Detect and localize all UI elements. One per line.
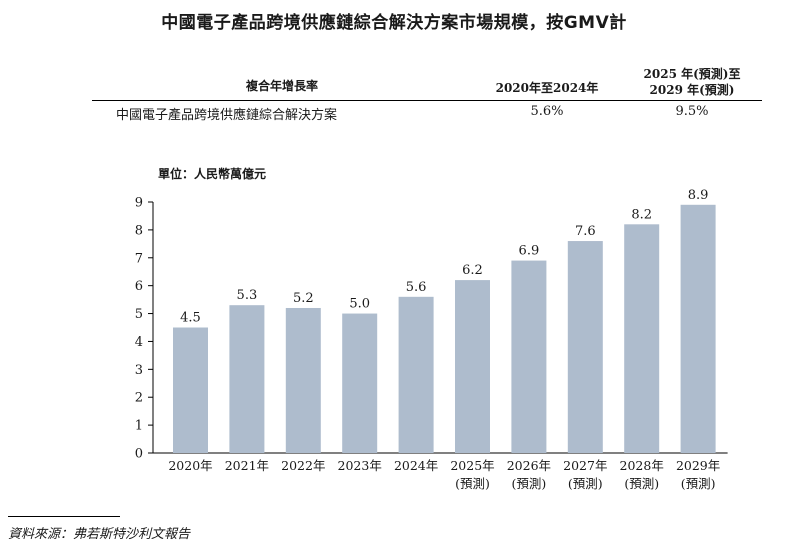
x-tick-label: 2028年: [620, 458, 664, 473]
bar-value-label: 5.2: [293, 291, 314, 306]
source-divider: [8, 516, 120, 517]
bar: [342, 313, 378, 453]
y-tick-label: 6: [135, 279, 143, 294]
y-tick-label: 4: [135, 335, 143, 350]
source-note: 資料來源：弗若斯特沙利文報告: [8, 527, 191, 542]
x-tick-label: 2021年: [225, 458, 269, 473]
bar: [511, 260, 547, 453]
unit-label: 單位：人民幣萬億元: [158, 167, 267, 181]
cagr-row-label: 中國電子產品跨境供應鏈綜合解決方案: [116, 108, 338, 123]
y-tick-label: 0: [135, 447, 143, 462]
cagr-table-header: 複合年增長率 2020年至2024年 2025 年(預測)至 2029 年(預測…: [92, 62, 762, 101]
bar-value-label: 5.0: [349, 297, 370, 312]
x-tick-label: 2026年: [507, 458, 551, 473]
bar-value-label: 8.2: [631, 207, 652, 222]
cagr-header-period-1: 2020年至2024年: [495, 81, 599, 95]
cagr-header-metric: 複合年增長率: [245, 79, 318, 93]
cagr-header-period-2-line-2: 2029 年(預測): [649, 83, 735, 97]
x-tick-sublabel: (預測): [568, 476, 603, 491]
x-tick-label: 2027年: [563, 458, 607, 473]
cagr-header-period-2: 2025 年(預測)至 2029 年(預測): [622, 66, 762, 98]
bar: [567, 241, 603, 453]
bar-value-label: 8.9: [688, 188, 709, 203]
y-tick-label: 7: [135, 251, 143, 266]
chart-title: 中國電子產品跨境供應鏈綜合解決方案市場規模，按GMV計: [161, 13, 627, 33]
bar-value-label: 6.2: [462, 263, 483, 278]
bar: [173, 327, 208, 453]
bar: [455, 280, 490, 453]
x-tick-label: 2029年: [676, 458, 720, 473]
cagr-row-value-1: 5.6%: [530, 104, 564, 119]
x-tick-sublabel: (預測): [512, 476, 547, 491]
cagr-header-period-2-line-1: 2025 年(預測)至: [643, 67, 741, 81]
x-tick-label: 2022年: [281, 458, 325, 473]
bar: [680, 204, 716, 453]
y-tick-label: 9: [135, 196, 143, 211]
x-tick-label: 2023年: [338, 458, 382, 473]
bar: [229, 305, 265, 453]
y-tick-label: 2: [135, 391, 143, 406]
x-tick-label: 2025年: [450, 458, 494, 473]
bar: [398, 296, 434, 453]
x-tick-sublabel: (預測): [624, 476, 659, 491]
cagr-table: 複合年增長率 2020年至2024年 2025 年(預測)至 2029 年(預測…: [92, 62, 762, 125]
bar-value-label: 5.6: [406, 280, 427, 295]
bar-value-label: 5.3: [237, 288, 258, 303]
cagr-row-value-2: 9.5%: [675, 104, 709, 119]
x-tick-sublabel: (預測): [455, 476, 490, 491]
bar-value-label: 7.6: [575, 224, 596, 239]
y-tick-label: 3: [135, 363, 143, 378]
cagr-table-row: 中國電子產品跨境供應鏈綜合解決方案 5.6% 9.5%: [92, 101, 762, 125]
y-tick-label: 8: [135, 223, 143, 238]
x-tick-label: 2024年: [394, 458, 438, 473]
x-tick-label: 2020年: [168, 458, 212, 473]
bar: [285, 307, 321, 453]
y-tick-label: 1: [135, 419, 143, 434]
bar-value-label: 6.9: [519, 244, 540, 259]
bar-value-label: 4.5: [180, 311, 201, 326]
y-tick-label: 5: [135, 307, 143, 322]
bar: [624, 224, 660, 453]
x-tick-sublabel: (預測): [681, 476, 716, 491]
